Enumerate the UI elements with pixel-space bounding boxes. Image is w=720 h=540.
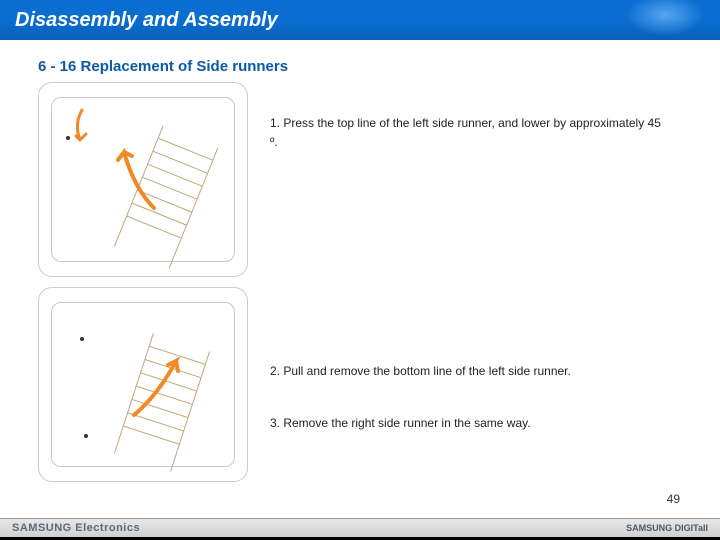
step-3-text: 3. Remove the right side runner in the s… (270, 414, 670, 433)
page-header: Disassembly and Assembly (0, 0, 720, 40)
figure-step1 (38, 82, 248, 277)
oven-cavity (51, 97, 235, 262)
footer-brand: SAMSUNG Electronics (12, 522, 140, 534)
step-2-text: 2. Pull and remove the bottom line of th… (270, 362, 670, 381)
arrow-pull-icon (122, 349, 212, 439)
figure-step2 (38, 287, 248, 482)
mount-dot (84, 434, 88, 438)
section-subtitle: 6 - 16 Replacement of Side runners (38, 58, 720, 75)
page-number: 49 (667, 492, 680, 506)
footer-tagline: SAMSUNG DIGITall (626, 523, 708, 533)
page-footer: SAMSUNG Electronics SAMSUNG DIGITall (0, 518, 720, 540)
step-1-text: 1. Press the top line of the left side r… (270, 114, 670, 152)
header-title: Disassembly and Assembly (15, 9, 278, 32)
arrow-rotate-icon (106, 138, 186, 228)
oven-cavity (51, 302, 235, 467)
mount-dot (80, 337, 84, 341)
